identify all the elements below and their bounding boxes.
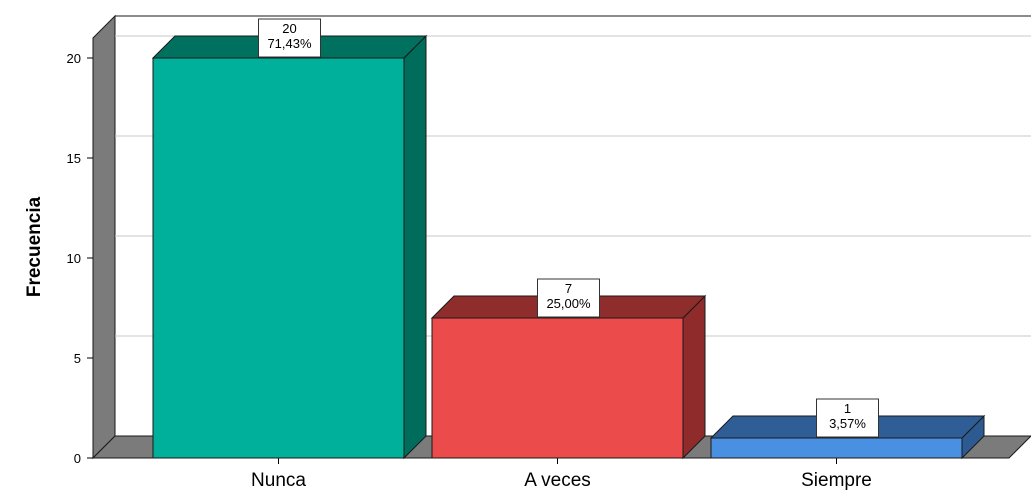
- data-label-percent: 25,00%: [546, 296, 591, 311]
- bar-front-face: [710, 437, 963, 459]
- x-tick-label: A veces: [524, 470, 591, 490]
- data-label-percent: 3,57%: [829, 416, 866, 431]
- data-label-count: 20: [282, 21, 296, 36]
- x-axis: Nunca A veces Siempre: [93, 457, 1009, 491]
- bar-side-face: [682, 294, 706, 460]
- y-tick-label: 10: [67, 251, 81, 266]
- bar-side-face: [403, 34, 427, 460]
- y-tick-label: 0: [74, 451, 81, 466]
- y-tick-label: 15: [67, 151, 81, 166]
- data-label-box: [258, 18, 321, 58]
- y-tick-label: 5: [74, 351, 81, 366]
- data-label-count: 7: [565, 281, 572, 296]
- left-wall: [92, 14, 116, 460]
- data-label-box: [537, 278, 600, 318]
- y-axis-label: Frecuencia: [24, 196, 45, 297]
- bar-front-face: [152, 57, 405, 459]
- y-tick-label: 20: [67, 51, 81, 66]
- data-label-percent: 71,43%: [267, 36, 312, 51]
- data-label-count: 1: [844, 401, 851, 416]
- y-axis: 0 5 10 15 20: [67, 51, 93, 466]
- data-label-box: [816, 398, 879, 438]
- x-tick-label: Nunca: [251, 470, 306, 490]
- x-tick-label: Siempre: [801, 470, 872, 490]
- bar-front-face: [431, 317, 684, 459]
- bar-nunca: [151, 34, 428, 460]
- bar-a-veces: [430, 294, 707, 460]
